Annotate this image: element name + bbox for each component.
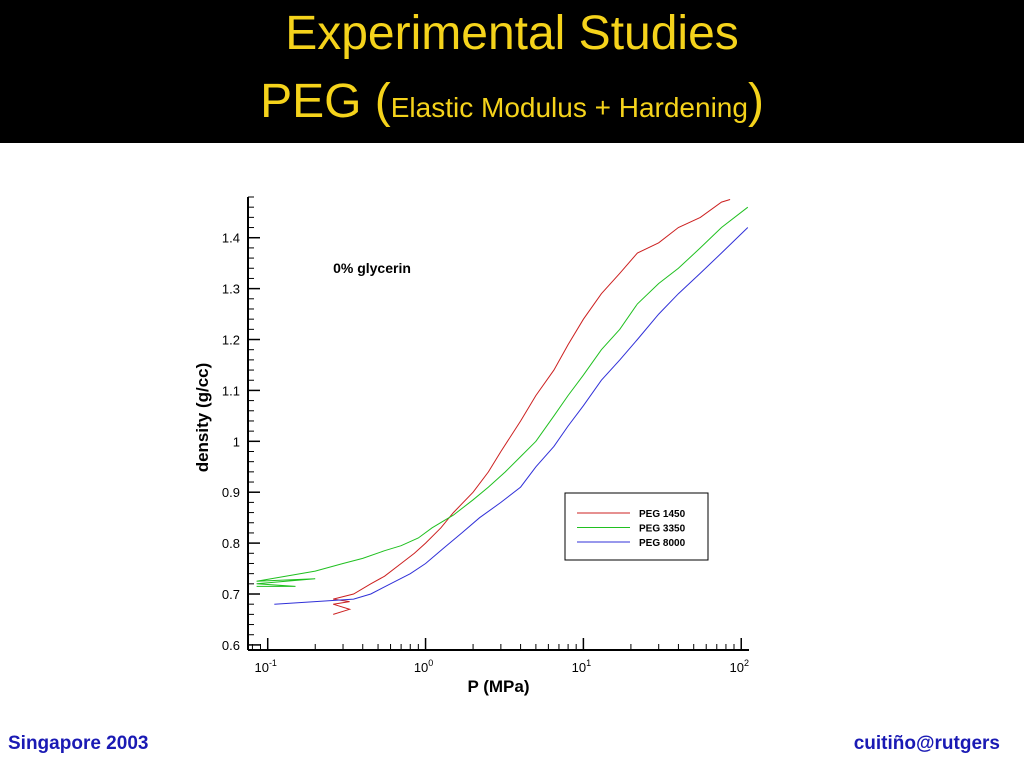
x-axis-label: P (MPa) [467,677,529,696]
x-tick-label: 102 [729,658,748,675]
y-tick-label: 0.7 [222,587,240,602]
y-tick-label: 0.8 [222,536,240,551]
chart-annotation: 0% glycerin [333,260,411,276]
y-tick-label: 1.4 [222,231,240,246]
subtitle-inner: Elastic Modulus + Hardening [390,92,748,123]
legend-box [564,492,709,561]
x-tick-label: 101 [572,658,591,675]
series-line-1 [333,199,731,615]
x-tick-label: 10-1 [254,658,276,675]
title-banner: Experimental Studies PEG (Elastic Modulu… [0,0,1024,143]
y-tick-label: 0.6 [222,638,240,653]
slide-title: Experimental Studies [285,7,739,60]
legend-label: PEG 1450 [639,509,686,520]
subtitle-suffix: ) [747,75,764,128]
footer-event: Singapore 2003 [8,733,149,754]
legend-label: PEG 8000 [639,538,686,549]
slide-subtitle: PEG (Elastic Modulus + Hardening) [0,72,1024,138]
subtitle-prefix: PEG ( [260,75,391,128]
series-line-2 [256,206,749,587]
y-tick-label: 1.2 [222,333,240,348]
series-line-3 [274,227,749,605]
y-tick-label: 0.9 [222,485,240,500]
y-axis-label: density (g/cc) [193,363,212,473]
footer-author: cuitiño@rutgers [853,733,1000,754]
x-tick-label: 100 [414,658,433,675]
y-tick-label: 1 [233,434,240,449]
legend-label: PEG 3350 [639,524,686,535]
y-tick-label: 1.1 [222,383,240,398]
y-tick-label: 1.3 [222,282,240,297]
